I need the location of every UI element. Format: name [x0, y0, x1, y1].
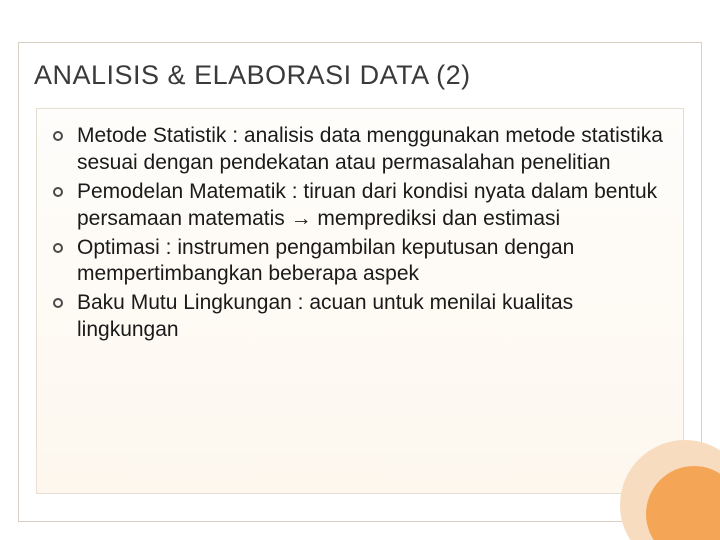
slide-title: ANALISIS & ELABORASI DATA (2) — [34, 60, 471, 91]
bullet-text: Metode Statistik : analisis data menggun… — [77, 123, 665, 177]
bullet-icon — [53, 131, 63, 141]
list-item: Baku Mutu Lingkungan : acuan untuk menil… — [51, 290, 665, 344]
list-item: Pemodelan Matematik : tiruan dari kondis… — [51, 179, 665, 233]
content-box: Metode Statistik : analisis data menggun… — [36, 108, 684, 494]
bullet-list: Metode Statistik : analisis data menggun… — [51, 123, 665, 344]
bullet-text: Pemodelan Matematik : tiruan dari kondis… — [77, 179, 665, 233]
list-item: Metode Statistik : analisis data menggun… — [51, 123, 665, 177]
bullet-text: Baku Mutu Lingkungan : acuan untuk menil… — [77, 290, 665, 344]
bullet-text: Optimasi : instrumen pengambilan keputus… — [77, 235, 665, 289]
list-item: Optimasi : instrumen pengambilan keputus… — [51, 235, 665, 289]
bullet-icon — [53, 243, 63, 253]
bullet-icon — [53, 298, 63, 308]
slide: ANALISIS & ELABORASI DATA (2) Metode Sta… — [0, 0, 720, 540]
bullet-icon — [53, 187, 63, 197]
